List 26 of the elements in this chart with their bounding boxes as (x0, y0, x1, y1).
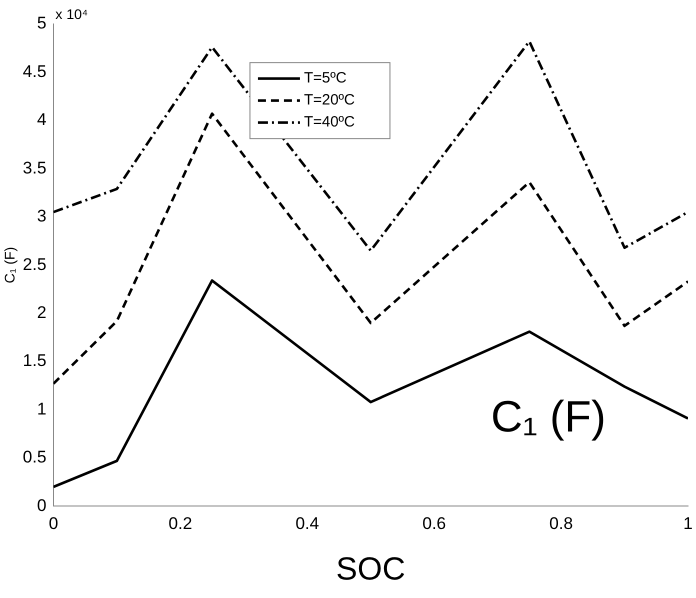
text: x 10⁴ (55, 6, 88, 22)
legend-label: T=40ºC (304, 114, 356, 131)
y-tick-label: 3 (36, 206, 46, 226)
y-tick-label: 3.5 (22, 158, 46, 178)
annotation: C₁ (F) (490, 392, 606, 442)
legend-label: T=5ºC (304, 70, 347, 87)
x-axis-title: SOC (336, 550, 406, 587)
line-series (53, 112, 688, 386)
y-tick-label: 1.5 (22, 351, 46, 370)
x-tick-label: 1 (683, 514, 693, 534)
x-tick-label: 0 (48, 514, 58, 534)
y-tick-label: 2 (36, 303, 46, 322)
y-tick-label: 0.5 (22, 448, 46, 467)
y-tick-label: 0 (36, 496, 46, 515)
y-tick-label: 4.5 (22, 62, 46, 81)
y-tick-label: 5 (36, 14, 46, 33)
x-tick-label: 0.2 (168, 514, 192, 534)
y-tick-label: 2.5 (22, 254, 46, 274)
y-axis-title: C₁ (F) (1, 246, 18, 284)
x-tick-label: 0.8 (549, 514, 573, 534)
y-tick-label: 4 (36, 110, 46, 130)
legend-label: T=20ºC (304, 92, 356, 109)
x-tick-label: 0.4 (295, 514, 320, 534)
line-series (53, 40, 688, 252)
y-tick-label: 1 (36, 399, 46, 418)
x-tick-label: 0.6 (422, 514, 446, 534)
